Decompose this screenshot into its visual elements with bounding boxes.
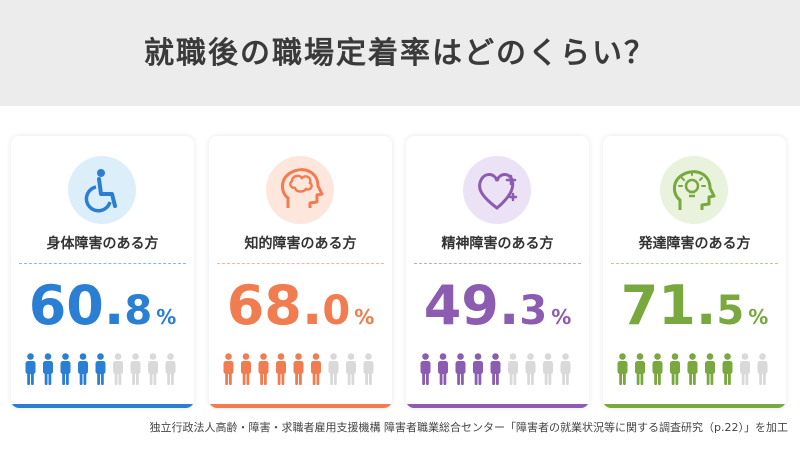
dashed-divider: [611, 263, 778, 264]
card-label: 知的障害のある方: [244, 236, 357, 252]
person-icon: [687, 353, 698, 385]
stat-card: 精神障害のある方 49.3%: [406, 136, 589, 408]
card-accent-bar: [406, 404, 589, 408]
person-icon: [148, 353, 158, 385]
rate-dec: 5: [716, 288, 745, 334]
person-icon: [311, 353, 321, 385]
people-pictogram: [25, 353, 180, 387]
person-icon: [508, 353, 518, 385]
person-icon: [473, 353, 483, 385]
card-accent-bar: [11, 404, 194, 408]
person-icon: [241, 353, 251, 385]
heart-plus-icon: [463, 156, 531, 224]
rate-pct: %: [354, 305, 375, 329]
person-icon: [223, 353, 234, 385]
page-title: 就職後の職場定着率はどのくらい？: [144, 36, 656, 71]
person-icon: [130, 353, 141, 385]
dashed-divider: [414, 263, 581, 264]
stat-card: 発達障害のある方 71.5%: [603, 136, 786, 408]
rate-pct: %: [748, 305, 769, 329]
person-icon: [722, 353, 733, 385]
rate-dot: .: [695, 274, 717, 337]
person-icon: [420, 353, 431, 385]
retention-rate: 68.0%: [209, 276, 392, 349]
person-icon: [363, 353, 374, 385]
retention-rate: 71.5%: [603, 276, 786, 349]
person-icon: [652, 353, 663, 385]
stat-card: 知的障害のある方 68.0%: [209, 136, 392, 408]
person-icon: [635, 353, 645, 385]
person-icon: [560, 353, 571, 385]
person-icon: [740, 353, 750, 385]
person-icon: [525, 353, 536, 385]
people-pictogram: [223, 353, 378, 387]
rate-dot: .: [301, 274, 323, 337]
person-icon: [60, 353, 71, 385]
source-note: 独立行政法人高齢・障害・求職者雇用支援機構 障害者職業総合センター「障害者の就業…: [149, 421, 788, 434]
rate-int: 60: [28, 274, 104, 337]
rate-pct: %: [156, 305, 177, 329]
retention-rate: 49.3%: [406, 276, 589, 349]
dashed-divider: [217, 263, 384, 264]
person-icon: [113, 353, 123, 385]
rate-int: 68: [226, 274, 302, 337]
person-icon: [258, 353, 269, 385]
person-icon: [95, 353, 106, 385]
retention-rate: 60.8%: [11, 276, 194, 349]
rate-dot: .: [103, 274, 125, 337]
person-icon: [617, 353, 628, 385]
person-icon: [670, 353, 680, 385]
rate-dot: .: [498, 274, 520, 337]
people-pictogram: [617, 353, 772, 387]
person-icon: [328, 353, 339, 385]
head-brain-icon: [266, 156, 334, 224]
person-icon: [25, 353, 36, 385]
header-band: 就職後の職場定着率はどのくらい？: [0, 0, 800, 106]
person-icon: [543, 353, 553, 385]
rate-dec: 3: [519, 288, 548, 334]
person-icon: [346, 353, 356, 385]
stat-card: 身体障害のある方 60.8%: [11, 136, 194, 408]
rate-int: 49: [423, 274, 499, 337]
card-accent-bar: [209, 404, 392, 408]
rate-dec: 8: [124, 288, 153, 334]
rate-dec: 0: [322, 288, 351, 334]
wheelchair-icon: [68, 156, 136, 224]
person-icon: [438, 353, 448, 385]
people-pictogram: [420, 353, 575, 387]
person-icon: [78, 353, 88, 385]
card-label: 身体障害のある方: [46, 236, 159, 252]
person-icon: [165, 353, 176, 385]
person-icon: [293, 353, 304, 385]
person-icon: [276, 353, 286, 385]
person-icon: [455, 353, 466, 385]
rate-pct: %: [551, 305, 572, 329]
card-label: 発達障害のある方: [638, 236, 751, 252]
person-icon: [705, 353, 715, 385]
dashed-divider: [19, 263, 186, 264]
head-lightbulb-icon: [660, 156, 728, 224]
card-label: 精神障害のある方: [441, 236, 554, 252]
person-icon: [757, 353, 768, 385]
card-accent-bar: [603, 404, 786, 408]
person-icon: [43, 353, 53, 385]
person-icon: [490, 353, 501, 385]
rate-int: 71: [620, 274, 696, 337]
